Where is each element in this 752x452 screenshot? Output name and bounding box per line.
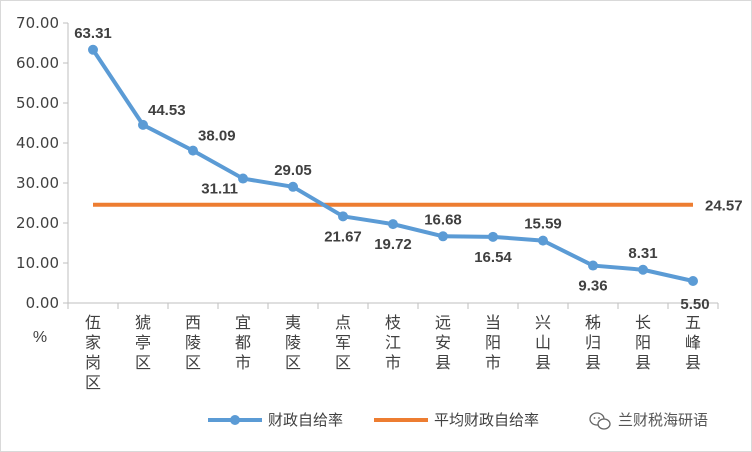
y-tick-label: 50.00	[16, 94, 59, 112]
x-tick-label: 枝江市	[385, 313, 401, 372]
data-point	[388, 219, 398, 230]
x-tick-label: 五峰县	[685, 313, 701, 372]
x-tick-label: 猇亭区	[135, 313, 151, 372]
legend: 财政自给率 平均财政自给率	[208, 411, 539, 429]
y-tick-label: 0.00	[26, 294, 59, 312]
data-point	[488, 231, 498, 242]
data-point	[688, 276, 698, 286]
average-line-layer: 24.57	[93, 198, 743, 215]
data-label: 19.72	[374, 236, 412, 253]
y-tick-label: 20.00	[16, 214, 59, 232]
x-tick-label: 西陵区	[185, 313, 201, 372]
x-tick-label: 伍家岗区	[85, 313, 101, 392]
data-label: 5.50	[680, 296, 709, 313]
x-tick-label: 当阳市	[485, 313, 501, 372]
series-layer	[88, 44, 698, 286]
y-tick-label: 40.00	[16, 134, 59, 152]
legend-label-average: 平均财政自给率	[434, 411, 539, 429]
x-axis: 伍家岗区 猇亭区 西陵区 宜都市 夷陵区 点军区 枝江市 远安县 当阳市 兴山县 秭归县 长阳县 五峰县	[67, 302, 719, 392]
x-tick-label: 远安县	[435, 313, 451, 372]
data-label: 44.53	[148, 102, 186, 119]
data-label: 21.67	[324, 228, 362, 245]
x-tick-label: 长阳县	[635, 313, 651, 372]
data-label: 63.31	[74, 25, 112, 42]
y-unit-label: %	[33, 329, 47, 346]
data-label: 16.54	[474, 249, 512, 266]
data-label: 29.05	[274, 162, 312, 179]
x-tick-label: 点军区	[335, 313, 351, 372]
y-tick-label: 70.00	[16, 14, 59, 32]
y-tick-label: 30.00	[16, 174, 59, 192]
data-point	[438, 231, 448, 242]
wechat-icon	[589, 412, 611, 430]
x-tick-label: 兴山县	[535, 313, 551, 372]
data-label: 8.31	[628, 245, 657, 262]
data-label: 16.68	[424, 211, 462, 228]
data-label: 9.36	[578, 278, 607, 295]
legend-marker-rate	[230, 415, 240, 425]
data-point	[538, 235, 548, 246]
data-label-layer: 63.31 44.53 38.09 31.11 29.05 21.67 19.72 16.68…	[74, 25, 709, 313]
watermark-text: 兰财税海研语	[618, 411, 708, 429]
data-point	[188, 145, 198, 156]
data-label: 38.09	[198, 128, 236, 145]
data-point	[88, 44, 98, 55]
x-tick-label: 秭归县	[585, 313, 601, 372]
x-tick-label: 夷陵区	[285, 313, 301, 372]
x-tick-label: 宜都市	[235, 313, 251, 372]
data-point	[338, 211, 348, 222]
y-axis: 0.00 10.00 20.00 30.00 40.00 50.00 60.00 70.00	[16, 14, 69, 312]
data-point	[588, 260, 598, 271]
data-point	[138, 119, 148, 130]
y-tick-label: 60.00	[16, 54, 59, 72]
watermark: 兰财税海研语	[589, 411, 708, 430]
data-label: 15.59	[524, 216, 562, 233]
average-value-label: 24.57	[705, 198, 743, 215]
data-label: 31.11	[201, 181, 238, 198]
y-tick-label: 10.00	[16, 254, 59, 272]
data-point	[288, 181, 298, 192]
legend-label-rate: 财政自给率	[268, 411, 343, 429]
data-point	[238, 173, 248, 184]
data-point	[638, 264, 648, 275]
